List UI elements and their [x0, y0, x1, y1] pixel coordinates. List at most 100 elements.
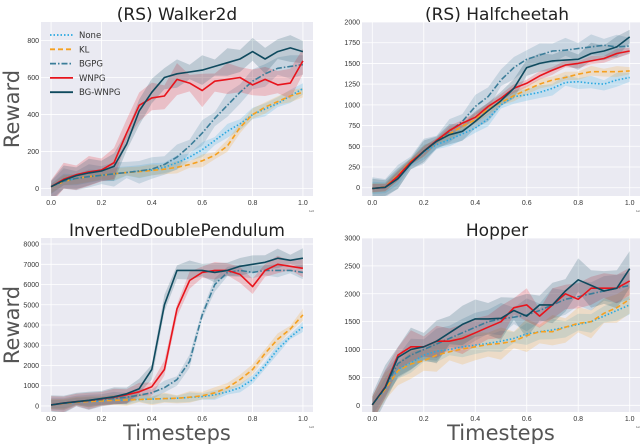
x-tick-label: 1.0 [625, 416, 635, 423]
x-tick-label: 0.0 [367, 200, 377, 207]
x-tick-label: 0.0 [46, 200, 56, 207]
x-tick-label: 0.4 [470, 416, 480, 423]
x-offset-label: 1e6 [636, 209, 640, 213]
x-tick-label: 0.8 [573, 416, 583, 423]
confidence-band-none [51, 322, 303, 409]
y-tick-label: 1500 [344, 61, 360, 68]
legend: None KL BGPG WNPG BG-WNPG [50, 31, 120, 98]
x-tick-label: 0.0 [367, 416, 377, 423]
y-tick-label: 5000 [23, 302, 39, 309]
confidence-band-wnpg [51, 255, 303, 412]
x-tick-label: 1.0 [625, 200, 635, 207]
series-line-bgpg [50, 269, 304, 406]
legend-label: None [79, 31, 101, 41]
y-tick-label: 800 [27, 38, 39, 45]
subplot-2: 0.0 0.2 0.4 0.6 0.8 1.0 0 1000 2000 3000 4000 5000 6… [0, 221, 314, 444]
confidence-band-wnpg [372, 267, 630, 412]
x-tick-label: 0.8 [248, 200, 258, 207]
series-line-bg-wnpg [50, 257, 304, 406]
y-tick-label: 2000 [344, 291, 360, 298]
confidence-band-bgpg [51, 55, 303, 196]
y-tick-label: 600 [27, 75, 39, 82]
series-group [50, 248, 304, 412]
legend-label: BG-WNPG [79, 88, 120, 98]
y-tick-label: 7000 [23, 262, 39, 269]
series-line-none [50, 87, 304, 188]
x-tick-label: 0.2 [419, 416, 429, 423]
y-tick-label: 1000 [344, 102, 360, 109]
y-axis-label: Reward [0, 286, 24, 364]
subplot-title: Hopper [466, 221, 528, 241]
series-line-none [371, 304, 631, 406]
legend-label: WNPG [79, 74, 105, 84]
y-tick-label: 200 [27, 149, 39, 156]
y-tick-label: 8000 [23, 242, 39, 249]
series-line-kl [51, 314, 304, 406]
subplot-3: 0.0 0.2 0.4 0.6 0.8 1.0 0 500 1000 1500 2000 2500 30… [344, 221, 640, 444]
series-line-bg-wnpg [372, 36, 631, 190]
series-group [50, 35, 304, 196]
series-line-wnpg [50, 60, 304, 188]
x-tick-label: 1.0 [298, 416, 308, 423]
y-tick-label: 6000 [23, 282, 39, 289]
confidence-band-kl [51, 87, 303, 194]
x-tick-label: 0.4 [147, 416, 157, 423]
legend-label: KL [79, 45, 90, 55]
x-axis-label: Timesteps [122, 421, 231, 444]
x-offset-label: 1e6 [636, 425, 640, 429]
x-offset-label: 1e6 [309, 425, 314, 429]
legend-label: BGPG [79, 60, 103, 70]
y-tick-label: 4000 [23, 323, 39, 330]
series-line-kl [372, 70, 630, 190]
y-tick-label: 1000 [23, 383, 39, 390]
y-tick-label: 400 [27, 112, 39, 119]
confidence-band-none [372, 296, 630, 412]
confidence-band-wnpg [51, 48, 303, 196]
y-tick-label: 500 [348, 144, 360, 151]
x-tick-label: 0.6 [197, 200, 207, 207]
x-axis-label: Timesteps [446, 421, 555, 444]
y-tick-label: 0 [356, 185, 360, 192]
subplot-title: (RS) Walker2d [117, 5, 237, 25]
y-tick-label: 2500 [344, 263, 360, 270]
y-tick-label: 250 [348, 165, 360, 172]
series-group [372, 29, 631, 196]
y-tick-label: 1500 [344, 319, 360, 326]
series-group [371, 251, 631, 412]
plot-area [41, 22, 313, 196]
y-tick-label: 750 [348, 123, 360, 130]
subplot-0: 0.0 0.2 0.4 0.6 0.8 1.0 0 200 400 600 800 1e6 (RS) W… [0, 5, 314, 213]
x-tick-label: 1.0 [298, 200, 308, 207]
subplot-title: (RS) Halfcheetah [425, 5, 569, 25]
confidence-band-none [372, 72, 630, 194]
x-offset-label: 1e6 [309, 209, 314, 213]
x-tick-label: 0.4 [470, 200, 480, 207]
x-tick-label: 0.2 [97, 416, 107, 423]
x-tick-label: 0.2 [419, 200, 429, 207]
confidence-band-bg-wnpg [51, 35, 303, 196]
series-line-bg-wnpg [50, 47, 304, 188]
confidence-band-kl [51, 308, 303, 410]
series-line-wnpg [371, 280, 631, 406]
y-tick-label: 0 [35, 186, 39, 193]
y-tick-label: 1000 [344, 347, 360, 354]
y-tick-label: 2000 [344, 20, 360, 27]
y-tick-label: 3000 [23, 343, 39, 350]
y-tick-label: 500 [348, 375, 360, 382]
confidence-band-kl [372, 65, 630, 193]
x-tick-label: 0.0 [46, 416, 56, 423]
confidence-band-bgpg [372, 272, 630, 412]
confidence-band-none [51, 83, 303, 195]
x-tick-label: 0.2 [97, 200, 107, 207]
y-tick-label: 2000 [23, 363, 39, 370]
plot-area [362, 238, 640, 412]
x-tick-label: 0.6 [522, 416, 532, 423]
subplot-1: 0.0 0.2 0.4 0.6 0.8 1.0 0 250 500 750 1000 1250 1500… [344, 5, 640, 213]
x-tick-label: 0.6 [197, 416, 207, 423]
x-tick-label: 0.8 [573, 200, 583, 207]
y-tick-label: 0 [356, 403, 360, 410]
x-tick-label: 0.4 [147, 200, 157, 207]
confidence-band-kl [372, 286, 630, 412]
subplot-title: InvertedDoublePendulum [69, 221, 285, 241]
